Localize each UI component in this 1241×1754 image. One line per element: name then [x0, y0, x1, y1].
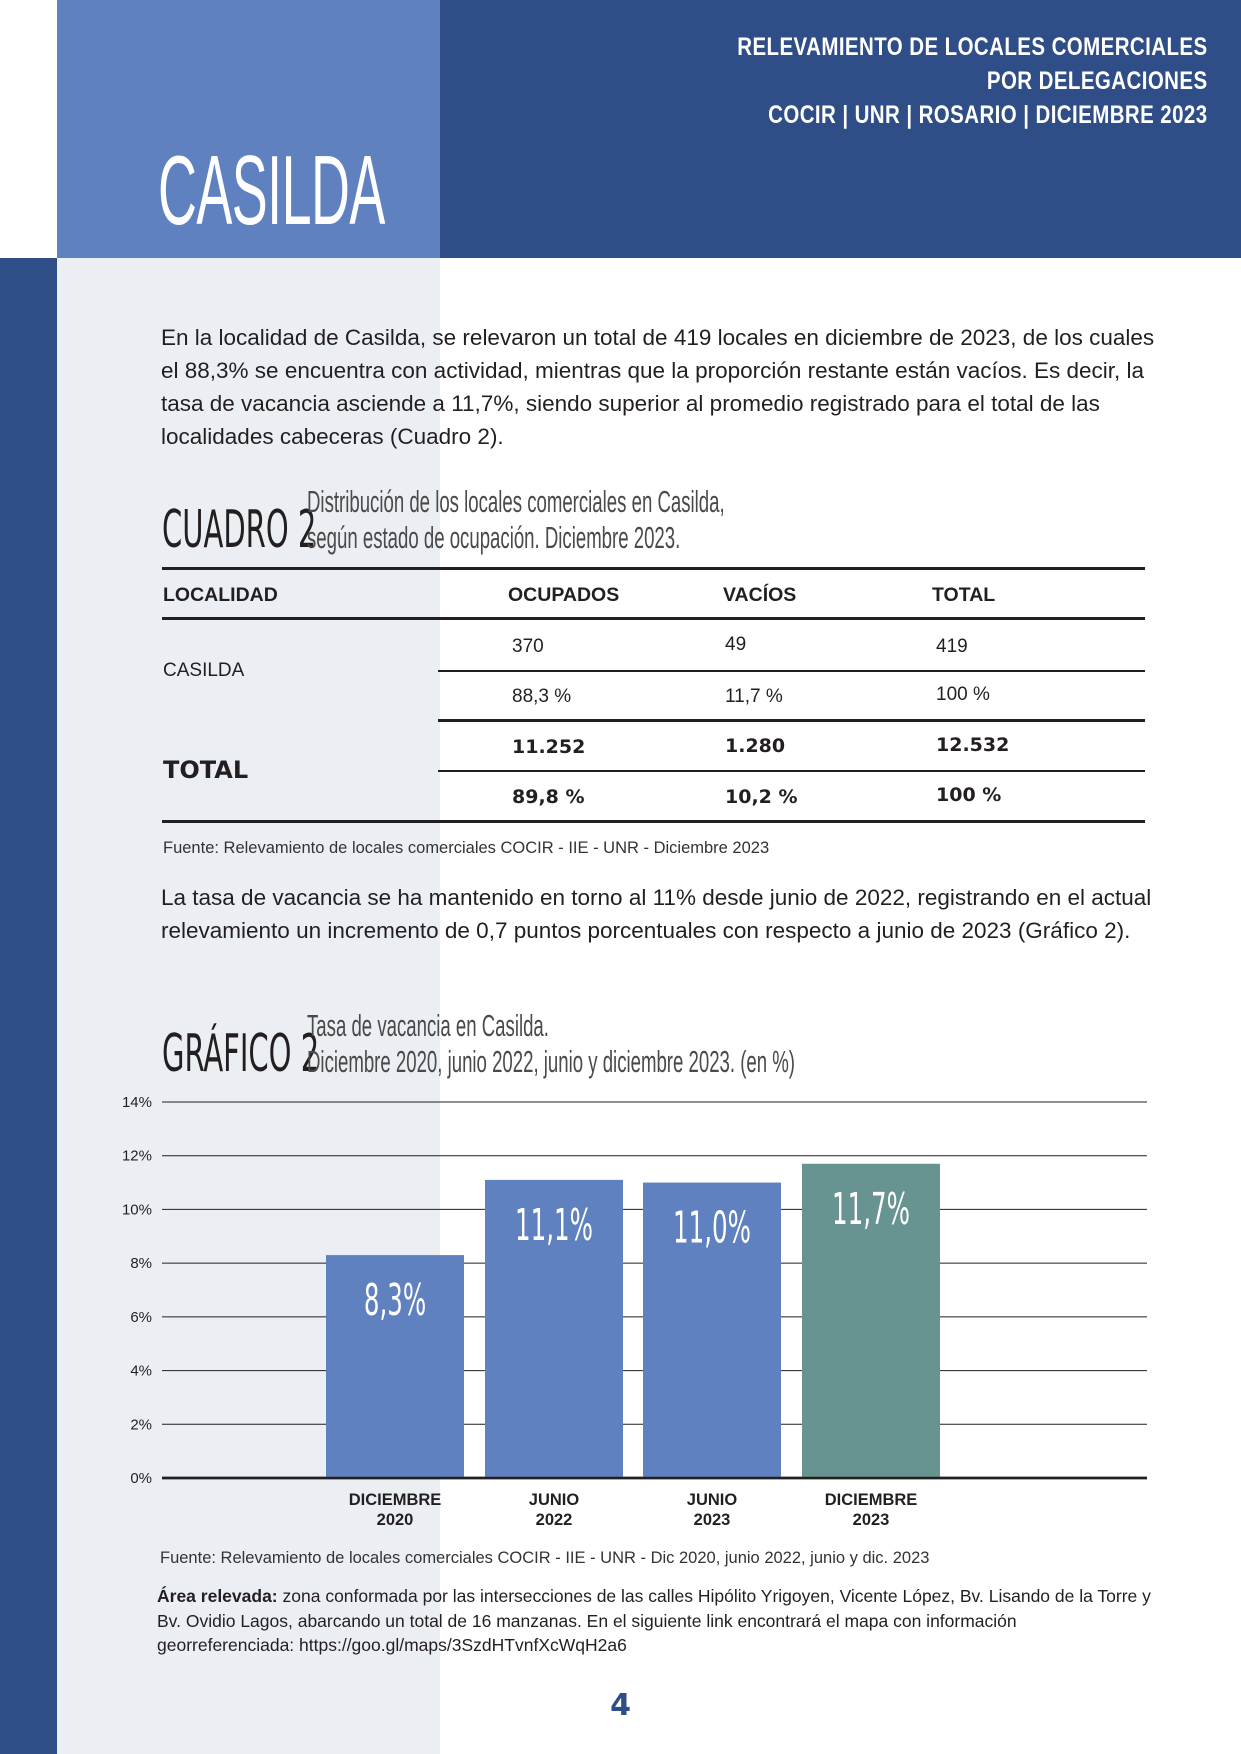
vacancy-paragraph: La tasa de vacancia se ha mantenido en t… — [161, 885, 1152, 943]
table-caption-desc2: según estado de ocupación. Diciembre 202… — [307, 520, 681, 555]
bar-data-label: 11,1% — [515, 1199, 593, 1251]
total-ocupados-count: 11.252 — [512, 736, 586, 758]
bar — [802, 1163, 940, 1478]
table-caption-desc1: Distribución de los locales comerciales … — [307, 484, 725, 519]
table-source-note: Fuente: Relevamiento de locales comercia… — [163, 839, 770, 857]
table-header-localidad: LOCALIDAD — [163, 584, 278, 606]
casilda-vacios-count: 49 — [725, 634, 747, 655]
table-header-rule — [162, 617, 1145, 620]
y-tick-label: 6% — [130, 1309, 152, 1326]
x-tick-label: 2022 — [536, 1511, 573, 1529]
chart-source-note: Fuente: Relevamiento de locales comercia… — [160, 1549, 930, 1567]
y-tick-label: 12% — [122, 1148, 152, 1165]
table-header-vacios: VACÍOS — [723, 584, 797, 606]
x-tick-label: 2020 — [377, 1511, 414, 1529]
left-accent-strip — [0, 258, 57, 1754]
bar-data-label: 11,7% — [832, 1183, 910, 1235]
y-tick-label: 10% — [122, 1201, 152, 1218]
row-total-label: TOTAL — [163, 756, 249, 784]
bar — [643, 1182, 781, 1478]
bar-data-label: 8,3% — [364, 1274, 426, 1326]
x-tick-label: DICIEMBRE — [825, 1491, 918, 1509]
total-mid-rule — [438, 770, 1145, 772]
casilda-total-count: 419 — [936, 636, 968, 657]
bar-data-label: 11,0% — [673, 1202, 751, 1254]
casilda-ocupados-count: 370 — [512, 636, 544, 657]
report-header-line1: RELEVAMIENTO DE LOCALES COMERCIALES — [737, 33, 1208, 61]
total-total-count: 12.532 — [936, 734, 1010, 756]
casilda-total-pct: 100 % — [936, 684, 990, 705]
vacancy-bar-chart: 0% 2% 4% 6% 8% 10% 12% 14% 8,3% DICIEMBRE 2020 11,1… — [122, 1094, 1147, 1529]
report-header-line2: POR DELEGACIONES — [987, 67, 1208, 95]
header-dark-block — [440, 0, 1241, 258]
area-note-text: zona conformada por las intersecciones d… — [157, 1586, 1151, 1655]
report-header-line3: COCIR | UNR | ROSARIO | DICIEMBRE 2023 — [768, 101, 1208, 129]
area-note: Área relevada: zona conformada por las i… — [157, 1584, 1157, 1658]
row-casilda-label: CASILDA — [163, 660, 245, 681]
table-header-ocupados: OCUPADOS — [508, 584, 620, 606]
y-tick-label: 2% — [130, 1416, 152, 1433]
table-top-rule — [162, 567, 1145, 570]
x-tick-label: JUNIO — [529, 1491, 580, 1509]
total-ocupados-pct: 89,8 % — [512, 786, 585, 808]
chart-caption: GRÁFICO 2 — [162, 1028, 415, 1080]
city-title: CASILDA — [158, 135, 385, 245]
y-tick-label: 0% — [130, 1470, 152, 1487]
casilda-mid-rule — [438, 670, 1145, 672]
total-total-pct: 100 % — [936, 784, 1002, 806]
total-vacios-pct: 10,2 % — [725, 786, 798, 808]
casilda-ocupados-pct: 88,3 % — [512, 686, 572, 707]
table-caption-number: CUADRO 2 — [162, 500, 317, 560]
y-tick-label: 4% — [130, 1363, 152, 1380]
report-header: RELEVAMIENTO DE LOCALES COMERCIALES POR … — [738, 30, 1208, 132]
total-top-rule — [438, 719, 1145, 722]
header-light-block — [57, 0, 440, 258]
chart-caption-desc2: Diciembre 2020, junio 2022, junio y dici… — [307, 1044, 796, 1079]
light-background-column — [57, 258, 440, 1754]
x-tick-label: 2023 — [853, 1511, 890, 1529]
table-bottom-rule — [162, 820, 1145, 823]
intro-paragraph: En la localidad de Casilda, se relevaron… — [161, 325, 1155, 449]
area-note-label: Área relevada: — [157, 1586, 278, 1606]
bar — [485, 1179, 623, 1478]
x-tick-label: JUNIO — [687, 1491, 738, 1509]
page-number: 4 — [610, 1688, 631, 1723]
table-caption: CUADRO 2 — [162, 504, 411, 556]
bar — [326, 1255, 464, 1478]
y-tick-label: 8% — [130, 1255, 152, 1272]
total-vacios-count: 1.280 — [725, 735, 786, 757]
x-tick-label: DICIEMBRE — [349, 1491, 442, 1509]
casilda-vacios-pct: 11,7 % — [725, 686, 783, 707]
chart-caption-desc1: Tasa de vacancia en Casilda. — [307, 1008, 549, 1043]
chart-caption-number: GRÁFICO 2 — [162, 1024, 320, 1084]
table-header-total: TOTAL — [932, 584, 996, 606]
x-tick-label: 2023 — [694, 1511, 731, 1529]
y-tick-label: 14% — [122, 1094, 152, 1111]
